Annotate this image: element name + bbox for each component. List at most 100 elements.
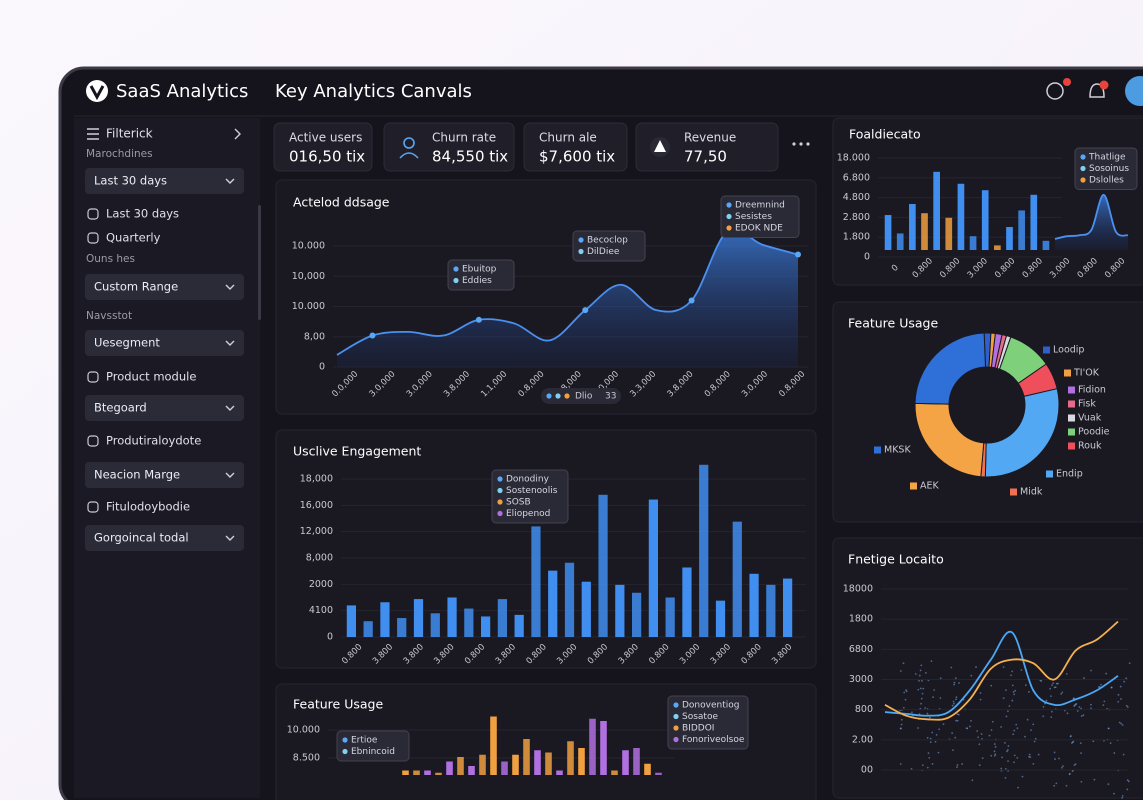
y-axis-label: 2.800 — [843, 212, 870, 223]
bar — [545, 752, 552, 775]
dropdown[interactable] — [85, 395, 244, 421]
scatter-dot — [952, 700, 955, 703]
scatter-dot — [990, 684, 993, 687]
scatter-dot — [977, 736, 980, 739]
scatter-dot — [1024, 684, 1027, 687]
option-label: Last 30 days — [106, 207, 179, 221]
dropdown[interactable] — [85, 525, 244, 551]
bar — [424, 770, 431, 775]
dropdown-label: Neacion Marge — [94, 468, 180, 482]
scatter-dot — [918, 713, 921, 715]
legend-label: Midk — [1020, 487, 1043, 498]
bar — [457, 757, 464, 775]
y-axis-label: 12,000 — [300, 526, 333, 537]
more-dot[interactable] — [806, 142, 810, 146]
legend-swatch — [1068, 414, 1075, 422]
donut-segment — [914, 332, 986, 405]
more-dot[interactable] — [799, 142, 803, 146]
legend-label: Fidion — [1078, 385, 1106, 396]
bar — [933, 171, 940, 250]
scatter-dot — [1050, 716, 1053, 719]
dropdown[interactable] — [85, 462, 244, 488]
bar — [564, 562, 575, 637]
bar — [402, 770, 409, 775]
chevron[interactable] — [234, 128, 241, 140]
scatter-dot — [1125, 704, 1128, 707]
bar — [969, 236, 977, 250]
tooltip-bullet — [578, 248, 584, 255]
avatar[interactable] — [1125, 76, 1143, 106]
tooltip — [1074, 147, 1138, 190]
scatter-dot — [1103, 700, 1106, 703]
scatter-dot — [1013, 761, 1015, 764]
tooltip-bullet — [497, 476, 503, 482]
tooltip — [667, 695, 749, 750]
scatter-dot — [899, 727, 902, 730]
scatter-dot — [899, 763, 902, 765]
more-dot[interactable] — [792, 142, 796, 146]
scatter-dot — [1013, 729, 1016, 732]
tooltip-text: Eliopenod — [506, 509, 550, 519]
tooltip-bullet — [673, 713, 679, 720]
option-label: Fitulodoybodie — [106, 500, 190, 514]
legend-pill[interactable] — [541, 388, 621, 404]
scatter-dot — [1045, 699, 1048, 702]
scatter-dot — [1027, 691, 1030, 693]
panel-title: Actelod ddsage — [293, 195, 390, 210]
scatter-dot — [1033, 740, 1036, 743]
y-axis-label: 6.800 — [843, 172, 870, 183]
tooltip-bullet — [453, 266, 459, 272]
bar — [766, 584, 776, 637]
scatter-dot — [1004, 776, 1007, 779]
scatter-dot — [952, 749, 954, 751]
bar — [512, 754, 519, 775]
scatter-dot — [971, 779, 974, 782]
dropdown-label: Uesegment — [94, 336, 160, 350]
chevron — [225, 405, 235, 411]
bar — [782, 578, 793, 637]
scatter-dot — [1024, 735, 1026, 738]
legend-label: Vuak — [1078, 413, 1102, 424]
option-icon — [87, 232, 99, 244]
scatter-dot — [1062, 765, 1064, 768]
kpi-label: Active users — [289, 131, 362, 145]
scatter-dot — [993, 754, 996, 757]
scatter-dot — [914, 673, 917, 675]
bar — [981, 190, 989, 250]
scatter-dot — [1113, 752, 1116, 754]
bell-icon[interactable] — [1089, 83, 1105, 98]
dropdown-label: Btegoard — [94, 401, 147, 415]
scatter-dot — [988, 734, 991, 737]
kpi-row: Active users 016,50 tix Churn rate 84,550 t… — [273, 122, 779, 172]
scatter-dot — [1026, 718, 1029, 721]
bar — [644, 763, 651, 775]
scatter-dot — [1110, 686, 1113, 689]
bar — [589, 718, 596, 775]
scatter-dot — [928, 756, 931, 759]
scatter-dot — [1054, 758, 1056, 760]
dropdown[interactable] — [85, 330, 244, 356]
scatter-dot — [1000, 726, 1002, 728]
menu-icon[interactable] — [87, 128, 99, 140]
dropdown[interactable] — [85, 274, 244, 300]
legend-swatch — [1046, 470, 1053, 478]
bar — [435, 772, 442, 775]
point — [369, 332, 376, 339]
y-axis-label: 4.800 — [843, 192, 870, 203]
bar — [1006, 227, 1013, 250]
scatter-dot — [1000, 767, 1003, 770]
scatter-dot — [1076, 710, 1079, 712]
dropdown[interactable] — [85, 168, 244, 194]
notification-icon[interactable] — [1046, 82, 1064, 100]
tooltip-text: Ebnincoid — [351, 747, 395, 757]
scatter-dot — [1008, 705, 1011, 707]
legend-swatch — [874, 446, 881, 454]
panel — [275, 429, 817, 669]
scatter-dot — [1029, 756, 1032, 759]
option-icon — [87, 371, 99, 383]
tooltip-bullet — [453, 277, 459, 284]
tooltip-bullet — [673, 702, 679, 708]
scatter-dot — [1126, 779, 1129, 782]
kpi-card — [635, 122, 779, 172]
legend-swatch — [910, 482, 917, 490]
